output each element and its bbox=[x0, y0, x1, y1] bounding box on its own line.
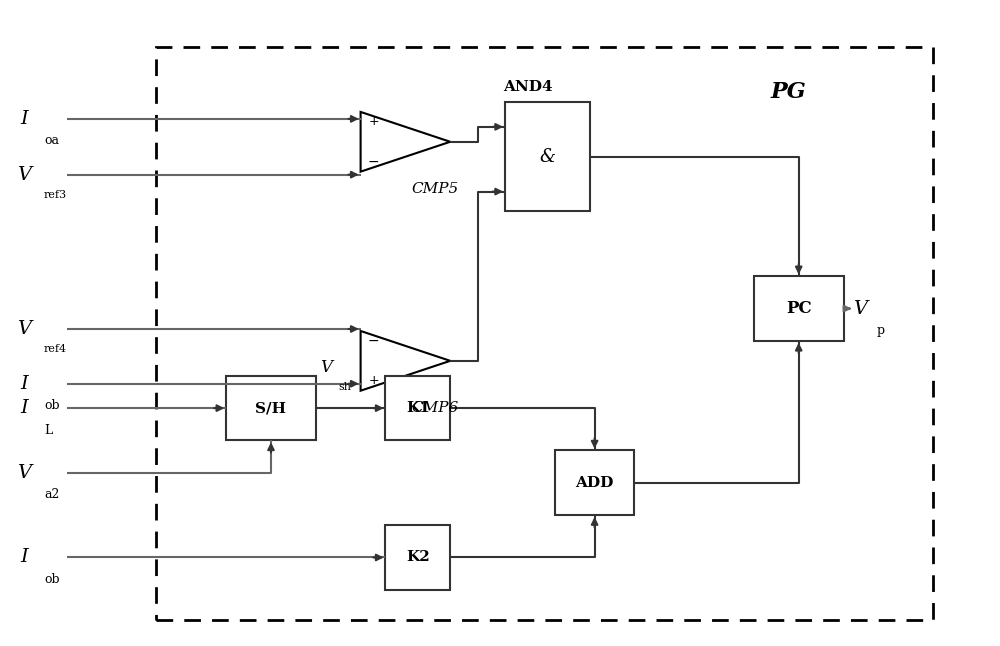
Bar bbox=[385, 376, 450, 441]
Text: V: V bbox=[853, 300, 868, 318]
Text: sh: sh bbox=[339, 382, 352, 391]
Text: CMP5: CMP5 bbox=[412, 182, 459, 196]
Bar bbox=[505, 102, 590, 211]
Text: PC: PC bbox=[786, 300, 812, 317]
Text: −: − bbox=[368, 154, 379, 169]
Text: &: & bbox=[539, 148, 555, 166]
Text: I: I bbox=[20, 548, 28, 567]
Text: PG: PG bbox=[771, 81, 807, 103]
Text: ob: ob bbox=[44, 399, 60, 412]
Text: AND4: AND4 bbox=[503, 80, 553, 94]
Bar bbox=[754, 276, 844, 341]
Bar bbox=[226, 376, 316, 441]
Text: S/H: S/H bbox=[255, 401, 286, 415]
Text: V: V bbox=[320, 359, 332, 377]
Text: p: p bbox=[876, 324, 884, 337]
Text: ADD: ADD bbox=[575, 476, 614, 490]
Text: V: V bbox=[17, 464, 31, 483]
Text: −: − bbox=[368, 334, 379, 348]
Text: L: L bbox=[44, 424, 52, 437]
Text: I: I bbox=[20, 110, 28, 128]
Text: V: V bbox=[17, 320, 31, 338]
Bar bbox=[555, 450, 634, 515]
Text: a2: a2 bbox=[44, 488, 59, 501]
Bar bbox=[156, 47, 933, 620]
Text: I: I bbox=[20, 375, 28, 393]
Text: V: V bbox=[17, 165, 31, 183]
Text: ref3: ref3 bbox=[44, 189, 67, 200]
Text: +: + bbox=[368, 116, 379, 129]
Text: ref4: ref4 bbox=[44, 344, 67, 354]
Text: K2: K2 bbox=[406, 550, 430, 565]
Text: +: + bbox=[368, 374, 379, 387]
Text: K1: K1 bbox=[406, 401, 430, 415]
Text: ob: ob bbox=[44, 573, 60, 586]
Text: I: I bbox=[20, 399, 28, 417]
Text: oa: oa bbox=[44, 134, 59, 147]
Bar bbox=[385, 525, 450, 590]
Text: CMP6: CMP6 bbox=[412, 401, 459, 415]
